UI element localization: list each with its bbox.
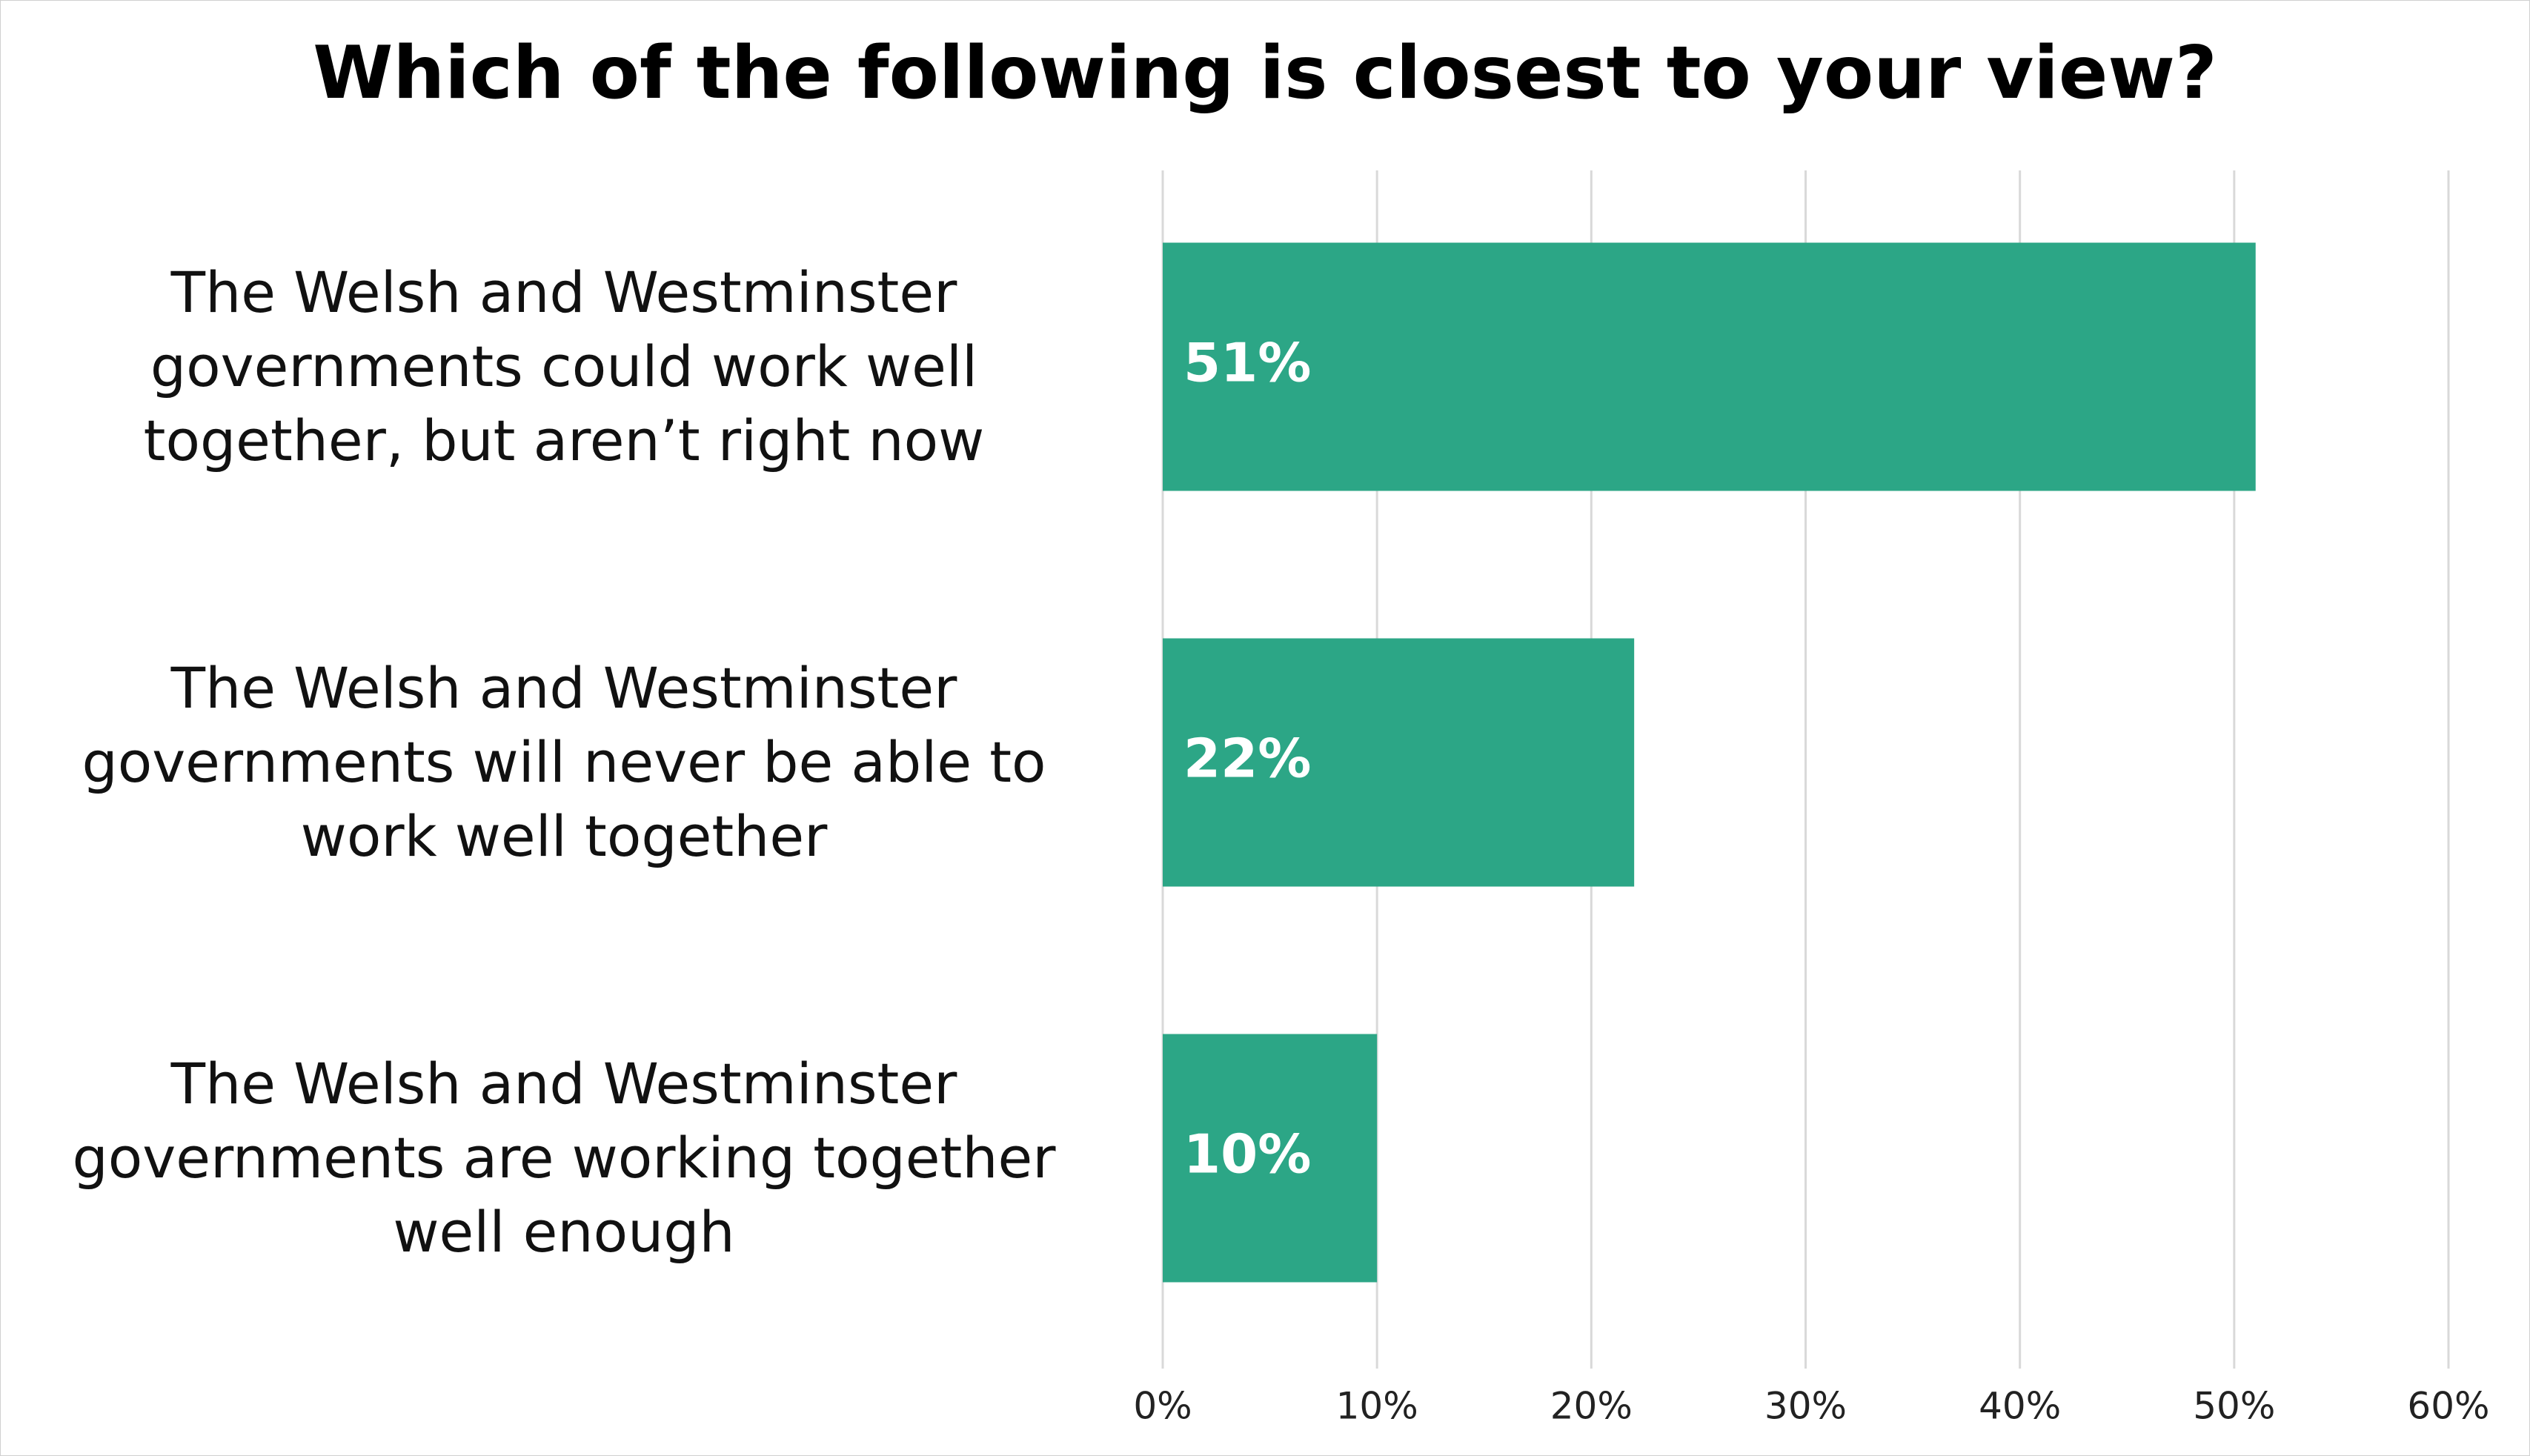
y-tick-label: The Welsh and Westminster governments co… [143,259,985,473]
y-tick-label: The Welsh and Westminster governments wi… [82,655,1046,869]
bar [1163,638,1635,887]
x-tick-label: 30% [1764,1385,1847,1428]
x-tick-label: 20% [1550,1385,1633,1428]
chart-title: Which of the following is closest to you… [313,31,2217,116]
value-label: 10% [1183,1123,1311,1186]
x-tick-label: 0% [1133,1385,1192,1428]
bar [1163,242,2256,491]
x-tick-label: 40% [1979,1385,2061,1428]
value-label: 22% [1183,728,1311,790]
x-tick-label: 60% [2407,1385,2489,1428]
x-tick-label: 50% [2193,1385,2275,1428]
x-tick-label: 10% [1336,1385,1418,1428]
y-tick-label: The Welsh and Westminster governments ar… [72,1051,1056,1265]
bar [1163,1034,1378,1283]
value-label: 51% [1183,332,1311,394]
